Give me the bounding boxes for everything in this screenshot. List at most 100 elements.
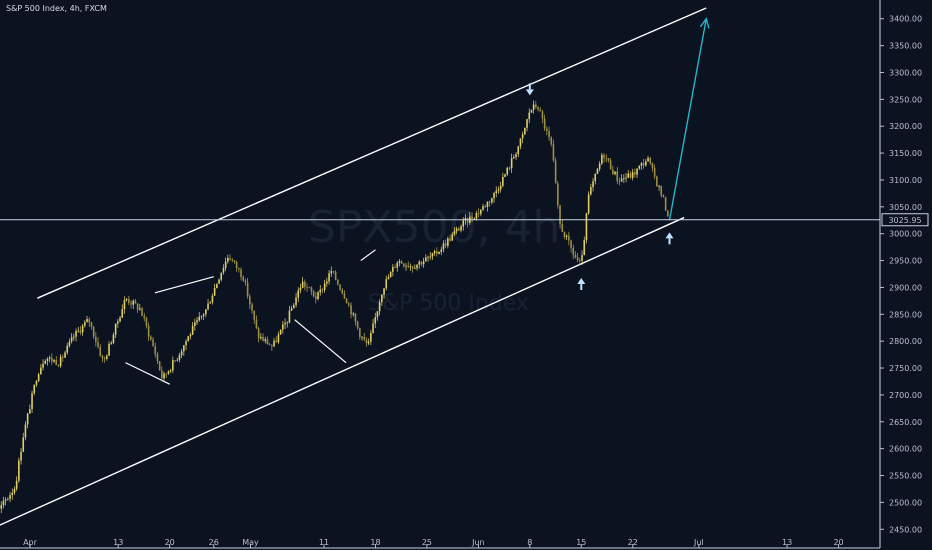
candle-body [387, 277, 390, 280]
candle-body [605, 157, 608, 159]
candle-body [433, 251, 436, 254]
candle-body [282, 324, 284, 330]
candle-body [334, 271, 337, 280]
candle-body [37, 374, 40, 382]
candle-body [4, 499, 7, 501]
candle-body [202, 314, 205, 316]
candle-body [68, 341, 71, 346]
candle-body [92, 326, 95, 337]
candle-body [246, 282, 249, 297]
candle-body [99, 346, 102, 356]
candle-body [515, 154, 517, 157]
y-tick-label: 2850.00 [889, 310, 922, 319]
candle-body [422, 261, 425, 265]
candle-body [165, 373, 168, 375]
candle-body [167, 371, 170, 374]
candle-body [609, 160, 612, 170]
candle-body [458, 228, 460, 231]
candle-body [497, 189, 500, 191]
y-tick-label: 3200.00 [889, 122, 922, 131]
candle-body [290, 308, 293, 311]
candle-body [596, 168, 599, 174]
x-tick-label: Jun [471, 538, 485, 547]
candle-body [519, 138, 522, 147]
y-tick-label: 3400.00 [889, 15, 922, 24]
candle-body [634, 172, 636, 175]
y-tick-label: 2950.00 [889, 257, 922, 266]
candle-body [244, 280, 247, 283]
x-tick-label: 18 [370, 538, 380, 547]
candle-body [0, 505, 3, 509]
y-tick-label: 3350.00 [889, 42, 922, 51]
candle-body [565, 235, 568, 237]
candle-body [238, 268, 240, 270]
candle-body [154, 346, 157, 355]
candle-body [57, 365, 60, 366]
candle-body [662, 195, 665, 198]
candle-body [183, 345, 185, 352]
y-axis: 2450.00 2500.00 2550.00 2600.00 2650.00 2700.… [880, 15, 922, 534]
candle-body [249, 296, 251, 305]
candle-body [59, 356, 62, 366]
candle-body [513, 156, 515, 159]
candle-body [594, 173, 597, 182]
candle-body [328, 273, 330, 282]
watermark-symbol: SPX500, 4h [308, 202, 560, 253]
candle-body [264, 339, 267, 341]
candle-body [403, 263, 405, 267]
candle-body [521, 134, 524, 139]
candle-body [592, 181, 594, 188]
candle-body [453, 231, 456, 235]
wedge-upper-line [154, 276, 214, 294]
x-tick-label: 11 [319, 538, 329, 547]
candle-body [20, 451, 22, 461]
y-tick-label: 3100.00 [889, 176, 922, 185]
candle-body [651, 163, 654, 168]
candle-body [51, 357, 53, 362]
candle-body [235, 261, 238, 269]
candle-body [117, 321, 119, 324]
candle-body [66, 345, 69, 353]
candle-body [348, 303, 350, 305]
y-tick-label: 2900.00 [889, 283, 922, 292]
candle-body [405, 265, 407, 267]
candle-body [365, 339, 368, 344]
y-tick-label: 2700.00 [889, 391, 922, 400]
candle-body [354, 313, 357, 322]
marker-arrow-head [577, 278, 586, 284]
candle-body [81, 325, 84, 333]
candle-body [460, 226, 462, 231]
candle-body [416, 264, 418, 269]
candle-body [147, 325, 150, 337]
candle-body [436, 251, 438, 254]
candle-body [480, 209, 482, 214]
candle-body [587, 194, 590, 214]
candle-body [323, 283, 326, 291]
x-tick-label: 25 [422, 538, 432, 547]
candle-body [601, 154, 603, 164]
candle-body [563, 231, 566, 237]
candle-body [158, 361, 161, 371]
candle-body [46, 358, 49, 361]
candle-body [660, 185, 663, 196]
candle-body [381, 294, 383, 303]
candle-body [174, 360, 176, 361]
candle-body [130, 302, 132, 305]
candle-body [119, 317, 121, 322]
candle-body [35, 381, 38, 385]
candle-body [7, 498, 9, 500]
candle-body [136, 303, 139, 310]
candle-body [343, 293, 346, 299]
candle-body [9, 495, 11, 499]
candle-body [620, 178, 623, 182]
candle-body [350, 304, 352, 315]
channel-lower-line [0, 216, 685, 526]
candle-body [530, 109, 533, 113]
candle-body [22, 437, 25, 452]
candle-body [370, 333, 372, 342]
candle-body [537, 106, 539, 110]
candle-body [488, 201, 491, 203]
candle-body [286, 322, 289, 324]
candle-body [178, 355, 181, 360]
